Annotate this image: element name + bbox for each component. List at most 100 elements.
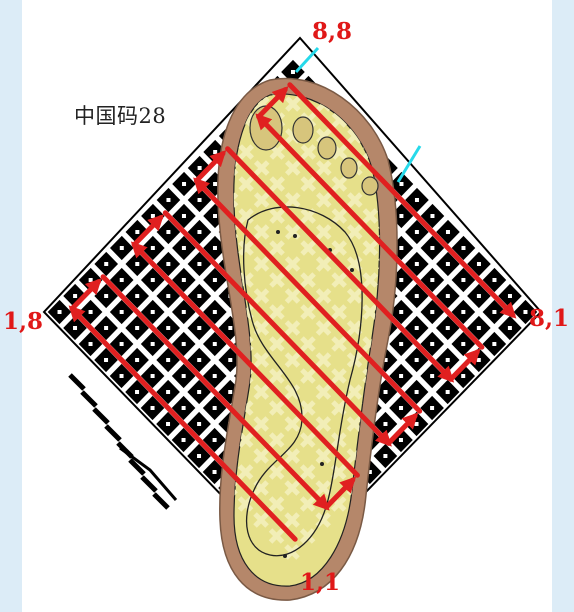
grid-cell-dot	[166, 262, 171, 266]
grid-cell-dot	[367, 470, 372, 474]
grid-cell-dot	[119, 342, 124, 346]
grid-edge-teeth	[68, 373, 178, 510]
grid-cell-dot	[182, 182, 187, 186]
grid-cell-dot	[135, 390, 140, 394]
mesh-cross	[362, 304, 378, 320]
mesh-cross	[269, 304, 285, 320]
grid-cell-dot	[197, 422, 202, 426]
mesh-cross	[300, 368, 316, 384]
grid-cell-dot	[104, 358, 109, 362]
grid-cell-dot	[430, 278, 435, 282]
mesh-cross	[238, 240, 254, 256]
mesh-cross	[315, 320, 332, 336]
grid-cell-dot	[476, 358, 481, 362]
mesh-cross	[284, 288, 301, 304]
mesh-cross	[238, 208, 254, 224]
mesh-cross	[238, 176, 254, 192]
grid-cell-dot	[181, 342, 186, 346]
grid-cell-dot	[88, 278, 93, 282]
grid-cell-dot	[213, 182, 218, 186]
mesh-cross	[284, 192, 301, 208]
mesh-cross	[268, 496, 285, 512]
grid-cell-dot	[212, 278, 217, 282]
grid-cell-dot	[197, 262, 202, 266]
grid-cell-dot	[476, 294, 481, 298]
mesh-cross	[269, 272, 285, 288]
grid-cell-dot	[445, 294, 450, 298]
grid-cell-dot	[212, 470, 217, 474]
grid-cell-dot	[197, 358, 202, 362]
mesh-cross	[346, 288, 363, 304]
scan-arrow-hop	[69, 278, 102, 312]
mesh-cross	[300, 272, 316, 288]
grid-cell-dot	[197, 198, 202, 202]
mesh-cross	[300, 304, 316, 320]
mesh-cross	[269, 368, 285, 384]
scan-arrow-hop	[386, 412, 419, 446]
mesh-cross	[346, 384, 363, 400]
grid-cell-dot	[166, 230, 171, 234]
mesh-cross	[300, 240, 316, 256]
mesh-cross	[362, 208, 379, 224]
mesh-cross	[299, 528, 316, 544]
scan-arrow-long	[193, 177, 423, 414]
grid-cell-dot	[213, 150, 218, 154]
mesh-cross	[284, 256, 301, 272]
grid-cell-dot	[150, 214, 155, 218]
grid-cell-dot	[73, 294, 78, 298]
grid-cell-dot	[73, 326, 78, 330]
grid-cell-dot	[213, 214, 218, 218]
grid-cell-dot	[445, 230, 450, 234]
grid-cell-dot	[181, 310, 186, 314]
grid-cell-dot	[57, 310, 62, 314]
mesh-cross	[253, 256, 270, 272]
scan-arrow-hop	[193, 150, 227, 184]
mesh-cross	[331, 368, 347, 384]
grid-cell-dot	[181, 246, 186, 250]
size-label: 中国码28	[74, 104, 167, 128]
grid-cell-dot	[119, 310, 124, 314]
mesh-cross	[331, 272, 347, 288]
scan-arrow-hop	[131, 214, 165, 248]
grid-cell-dot	[430, 374, 435, 378]
mesh-cross	[331, 208, 348, 224]
grid-cell-dot	[166, 358, 171, 362]
mesh-cross	[300, 400, 316, 416]
mesh-cross	[284, 416, 301, 432]
grid-cell-dot	[445, 358, 450, 362]
grid-cell-dot	[430, 214, 435, 218]
grid-cell-dot	[135, 294, 140, 298]
mesh-cross	[299, 496, 316, 512]
grid-cell-dot	[166, 198, 171, 202]
grid-cell-dot	[104, 326, 109, 330]
mesh-cross	[284, 384, 301, 400]
grid-cell-dot	[197, 166, 202, 170]
scan-arrow-long	[68, 305, 298, 542]
mesh-cross	[269, 336, 285, 352]
grid-cell-dot	[414, 358, 419, 362]
grid-cell-dot	[461, 374, 466, 378]
grid-cell-dot	[290, 70, 295, 74]
grid-cell-dot	[197, 390, 202, 394]
mesh-cross	[315, 288, 332, 304]
grid-cell-dot	[197, 454, 202, 458]
scan-arrow-hop	[448, 348, 481, 382]
grid-cell-dot	[135, 358, 140, 362]
grid-cell-dot	[383, 358, 388, 362]
mesh-cross	[316, 160, 332, 176]
grid-cell-dot	[461, 246, 466, 250]
corner-label-right: 8,1	[529, 305, 570, 332]
grid-cell-dot	[414, 230, 419, 234]
grid-cell-dot	[414, 390, 419, 394]
mesh-cross	[315, 480, 331, 496]
grid-cell-dot	[476, 326, 481, 330]
grid-cell-dot	[414, 422, 419, 426]
grid-cell-dot	[197, 294, 202, 298]
grid-cell-dot	[461, 278, 466, 282]
grid-cell-dot	[119, 246, 124, 250]
mesh-cross	[347, 192, 363, 208]
grid-cell-dot	[212, 374, 217, 378]
grid-cell-dot	[461, 310, 466, 314]
mesh-cross	[316, 192, 332, 208]
